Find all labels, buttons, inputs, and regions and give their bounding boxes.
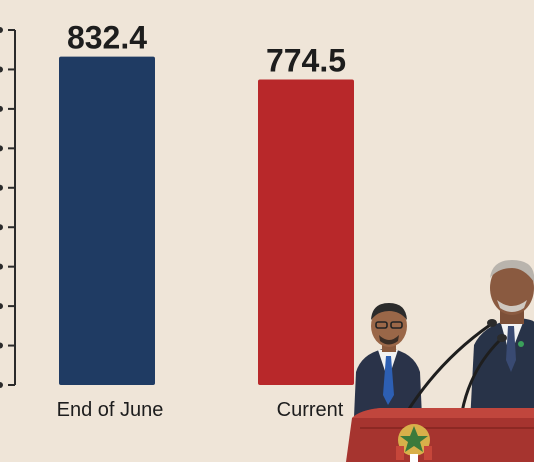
y-tick-label-9 — [0, 27, 3, 33]
value-label-0: 832.4 — [67, 20, 147, 56]
y-axis-ticks — [0, 27, 15, 388]
microphones — [405, 319, 507, 413]
speaker-at-podium-photo — [346, 260, 534, 462]
y-axis — [0, 27, 16, 388]
bars — [59, 56, 354, 386]
y-tick-label-4 — [0, 224, 3, 231]
category-label-1: Current — [277, 399, 344, 421]
value-labels: 832.4 774.5 — [67, 20, 346, 79]
coat-of-arms-emblem — [396, 424, 432, 462]
y-tick-label-2 — [0, 303, 3, 310]
bar-0 — [59, 56, 155, 386]
y-tick-label-1 — [0, 342, 3, 349]
y-tick-label-6 — [0, 145, 3, 152]
value-label-1: 774.5 — [266, 43, 346, 79]
y-tick-label-5 — [0, 184, 3, 191]
y-tick-label-0 — [0, 382, 3, 388]
bar-1 — [258, 79, 354, 385]
podium — [346, 408, 534, 462]
category-labels: End of June Current — [57, 399, 344, 421]
y-tick-label-7 — [0, 105, 3, 112]
y-tick-label-8 — [0, 66, 3, 73]
y-tick-label-3 — [0, 263, 3, 270]
category-label-0: End of June — [57, 399, 164, 421]
